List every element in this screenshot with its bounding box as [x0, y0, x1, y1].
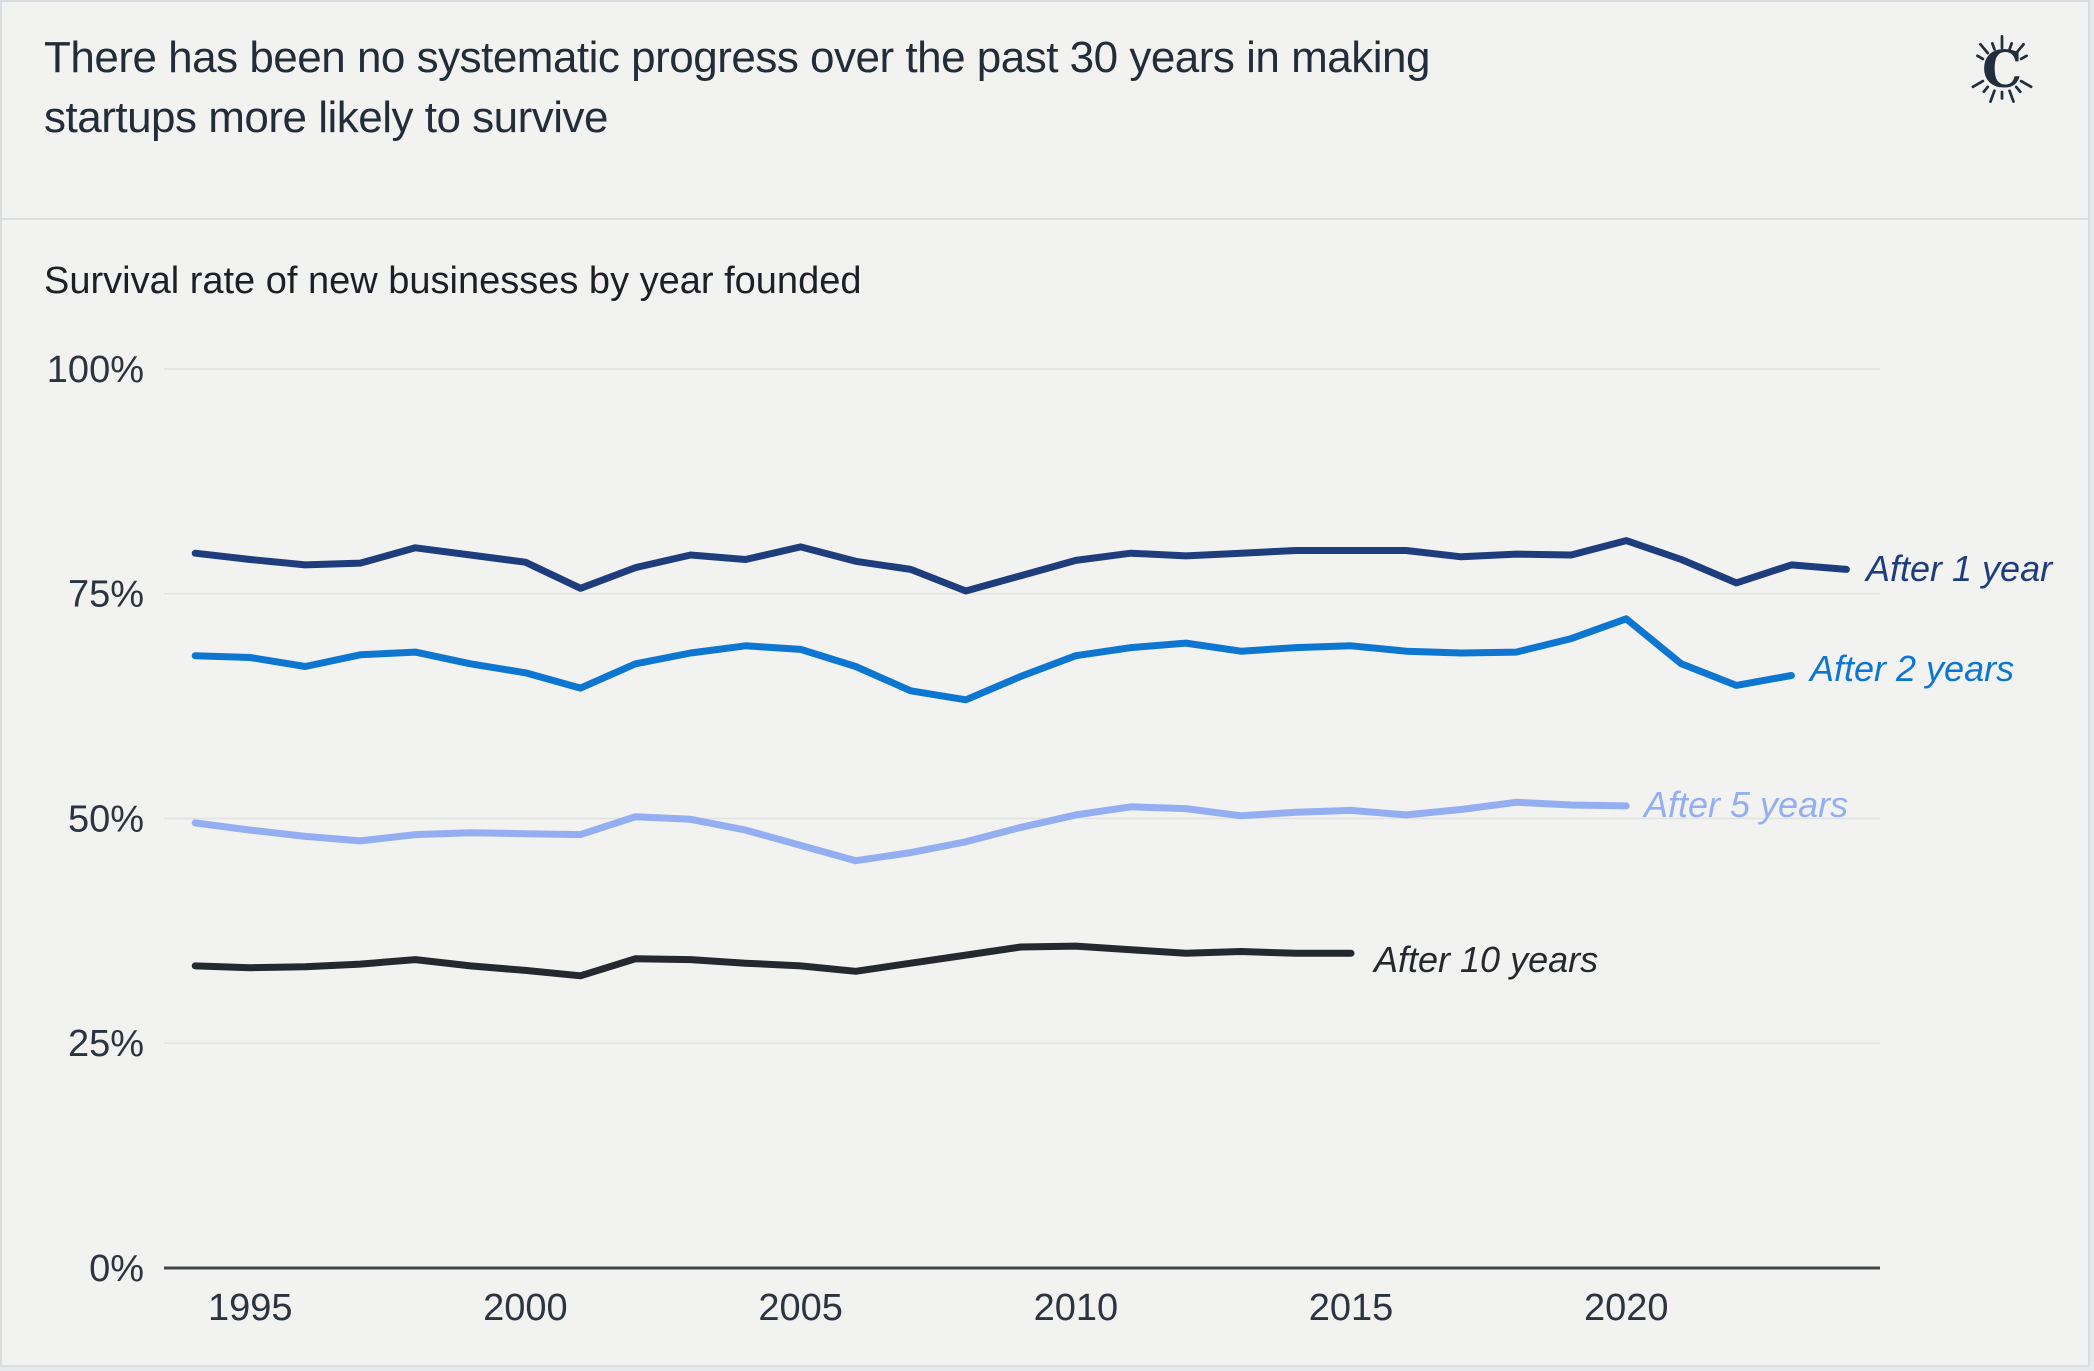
line-after-10-years: [191, 942, 1355, 980]
series-label-after-2-years: After 2 years: [1808, 648, 2014, 689]
logo-ray: [1979, 42, 1990, 55]
y-tick-label-100: 100%: [47, 349, 144, 391]
logo-ray: [1982, 85, 1990, 94]
logo-ray: [2019, 54, 2028, 61]
logo-ray: [1971, 79, 1985, 89]
line-after-2-years: [191, 615, 1795, 704]
logo-ray: [1989, 89, 1996, 103]
line-after-5-years: [191, 798, 1630, 865]
page-title: There has been no systematic progress ov…: [44, 33, 1430, 142]
x-tick-label-2010: 2010: [1034, 1287, 1119, 1329]
series-layer: [191, 537, 1850, 980]
publication-logo: C: [1962, 28, 2042, 112]
logo-ray: [2014, 42, 2025, 55]
series-label-after-5-years: After 5 years: [1642, 784, 1848, 825]
logo-ray: [1990, 41, 1996, 51]
x-tick-label-2000: 2000: [483, 1287, 568, 1329]
logo-ray: [2019, 79, 2033, 89]
logo-letter: C: [1982, 40, 2022, 99]
chart-subtitle: Survival rate of new businesses by year …: [44, 260, 862, 302]
x-tick-label-2005: 2005: [758, 1287, 843, 1329]
x-tick-label-1995: 1995: [208, 1287, 293, 1329]
y-tick-label-0: 0%: [89, 1248, 144, 1290]
series-label-after-10-years: After 10 years: [1372, 939, 1598, 980]
logo-ray: [1976, 54, 1985, 61]
logo-ray: [2008, 41, 2014, 51]
grid-layer: 100% 75% 50% 25% 0% 1995 2000 2005 2010 2015 2020: [47, 349, 1880, 1329]
y-tick-label-25: 25%: [68, 1023, 144, 1065]
x-tick-label-2015: 2015: [1309, 1287, 1394, 1329]
y-tick-label-75: 75%: [68, 574, 144, 616]
line-after-1-year: [191, 537, 1850, 595]
series-label-after-1-year: After 1 year: [1864, 548, 2054, 589]
sunburst-c-icon: C: [1971, 35, 2033, 103]
logo-ray: [2008, 89, 2015, 103]
y-tick-label-50: 50%: [68, 798, 144, 840]
header-divider: [2, 218, 2088, 220]
logo-rays: [1971, 35, 2033, 103]
x-tick-label-2020: 2020: [1584, 1287, 1669, 1329]
logo-ray: [2014, 85, 2022, 94]
